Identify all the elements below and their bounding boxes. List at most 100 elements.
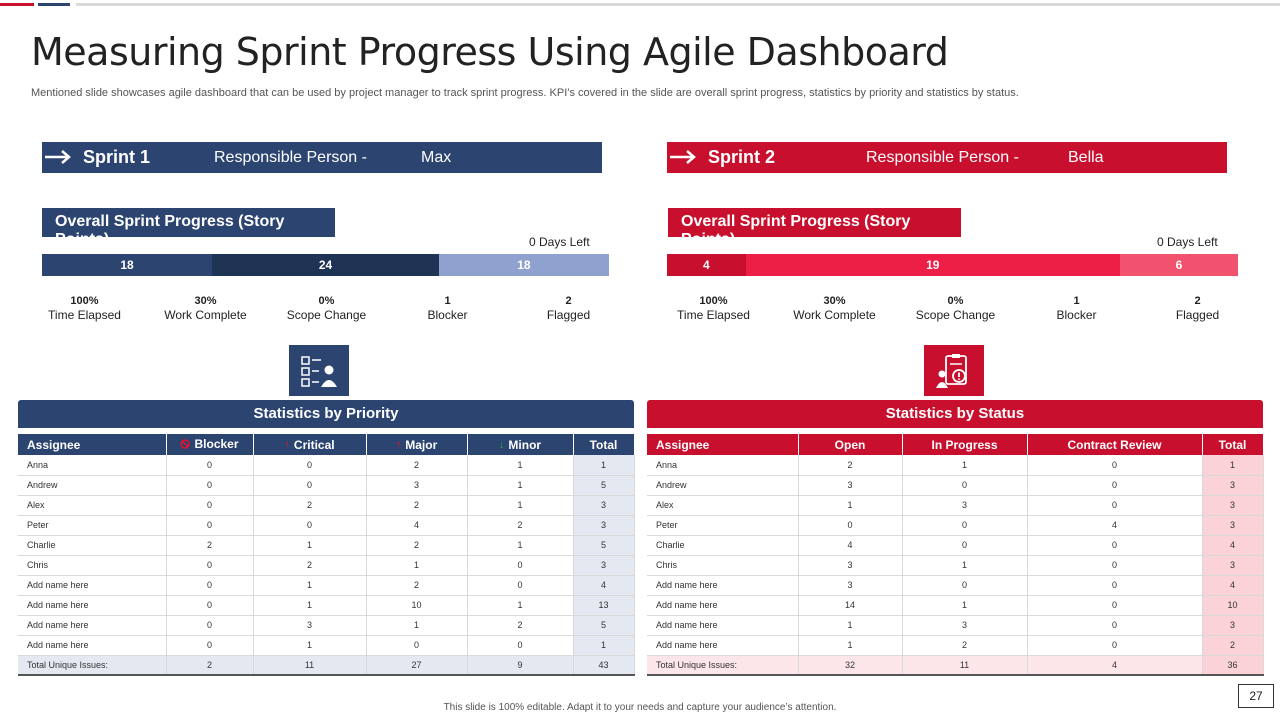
table-cell: Andrew [18,475,167,496]
table-cell: 3 [798,555,903,576]
table-cell: 10 [1202,595,1264,616]
table-cell: 2 [253,555,367,576]
progress-segment: 18 [42,254,213,276]
status-clipboard-alert-icon [924,345,984,396]
table-cell: 4 [1202,535,1264,556]
col-contract-review: Contract Review [1027,434,1203,455]
table-cell: 0 [166,575,254,596]
table-cell: 32 [798,655,903,676]
stat-blocker: 1 Blocker [427,295,468,322]
sprint1-header: Sprint 1 Responsible Person - Max [42,142,602,173]
table-cell: 3 [1202,495,1264,516]
table-cell: 0 [902,515,1028,536]
table-total-row: Total Unique Issues: 2 11 27 9 43 [18,655,635,676]
table-cell: Add name here [18,635,167,656]
table-cell: 0 [1027,595,1203,616]
table-cell: 0 [166,615,254,636]
table-cell: 1 [467,495,574,516]
table-row: Add name here 0 1 2 0 4 [18,575,635,596]
sprint1-name: Sprint 1 [83,147,151,167]
col-total: Total [573,434,635,455]
table-row: Alex 0 2 2 1 3 [18,495,635,516]
table-cell: 36 [1202,655,1264,676]
table-cell: 3 [573,555,635,576]
col-minor: ↓ Minor [467,434,574,455]
table-row: Add name here 14 1 0 10 [647,595,1264,616]
table-cell: 3 [573,495,635,516]
sprint2-progress-bar: 4 19 6 [667,254,1238,276]
blocked-icon [180,438,191,452]
sprint1-progress-title: Overall Sprint Progress (Story Points) [42,208,335,248]
table-cell: 4 [1027,515,1203,536]
table-cell: 14 [798,595,903,616]
table-cell: 5 [573,615,635,636]
sprint2-days-left: 0 Days Left [1157,235,1218,249]
table-total-row: Total Unique Issues: 32 11 4 36 [647,655,1264,676]
stat-blocker: 1 Blocker [1056,295,1097,322]
sprint1-responsible-label: Responsible Person - [214,149,367,166]
table-cell: 1 [467,535,574,556]
table-cell: 2 [366,455,468,476]
table-cell: Add name here [18,615,167,636]
table-cell: 1 [798,635,903,656]
table-row: Alex 1 3 0 3 [647,495,1264,516]
table-cell: 4 [1027,655,1203,676]
table-cell: 9 [467,655,574,676]
table-cell: Add name here [18,595,167,616]
arrow-up-icon: ↑ [395,439,402,452]
status-section-title: Statistics by Status [647,400,1263,428]
table-cell: 0 [902,575,1028,596]
table-cell: 0 [467,635,574,656]
table-row: Add name here 0 1 10 1 13 [18,595,635,616]
arrow-up-icon: ↑ [284,439,290,452]
table-row: Andrew 0 0 3 1 5 [18,475,635,496]
col-critical: ↑ Critical [253,434,367,455]
priority-table: Assignee Blocker ↑ Critical ↑ Major ↓ Minor… [18,434,635,676]
table-cell: 0 [467,575,574,596]
table-cell: 1 [1202,455,1264,476]
stat-scope-change: 0% Scope Change [915,295,996,322]
table-row: Chris 3 1 0 3 [647,555,1264,576]
table-cell: 5 [573,475,635,496]
table-cell: 0 [253,455,367,476]
table-cell: 11 [902,655,1028,676]
table-cell: Alex [647,495,799,516]
table-cell: 3 [902,495,1028,516]
table-cell: 0 [902,535,1028,556]
table-row: Charlie 4 0 0 4 [647,535,1264,556]
table-cell: 2 [166,655,254,676]
table-row: Add name here 1 2 0 2 [647,635,1264,656]
table-cell: 0 [1027,495,1203,516]
table-cell: 4 [1202,575,1264,596]
table-cell: 3 [366,475,468,496]
col-open: Open [798,434,903,455]
table-cell: 3 [253,615,367,636]
sprint1-days-left: 0 Days Left [529,235,590,249]
table-cell: 5 [573,535,635,556]
table-cell: Anna [18,455,167,476]
table-cell: 0 [166,455,254,476]
table-cell: 3 [1202,615,1264,636]
sprint2-header: Sprint 2 Responsible Person - Bella [667,142,1227,173]
table-cell: 4 [366,515,468,536]
progress-segment: 4 [667,254,746,276]
table-cell: 2 [366,495,468,516]
table-cell: 1 [253,535,367,556]
table-header-row: Assignee Blocker ↑ Critical ↑ Major ↓ Minor… [18,434,635,455]
table-row: Anna 0 0 2 1 1 [18,455,635,476]
sprint2-name: Sprint 2 [708,147,776,167]
progress-segment: 19 [745,254,1120,276]
accent-bar-gray [76,3,1280,6]
table-cell: 3 [1202,475,1264,496]
table-cell: 3 [798,475,903,496]
table-cell: 0 [166,515,254,536]
table-cell: Total Unique Issues: [18,655,167,676]
table-cell: 1 [366,555,468,576]
table-cell: Alex [18,495,167,516]
progress-segment: 24 [212,254,439,276]
table-cell: 1 [902,555,1028,576]
table-cell: 0 [1027,575,1203,596]
table-cell: 43 [573,655,635,676]
col-assignee: Assignee [647,434,799,455]
table-cell: 13 [573,595,635,616]
